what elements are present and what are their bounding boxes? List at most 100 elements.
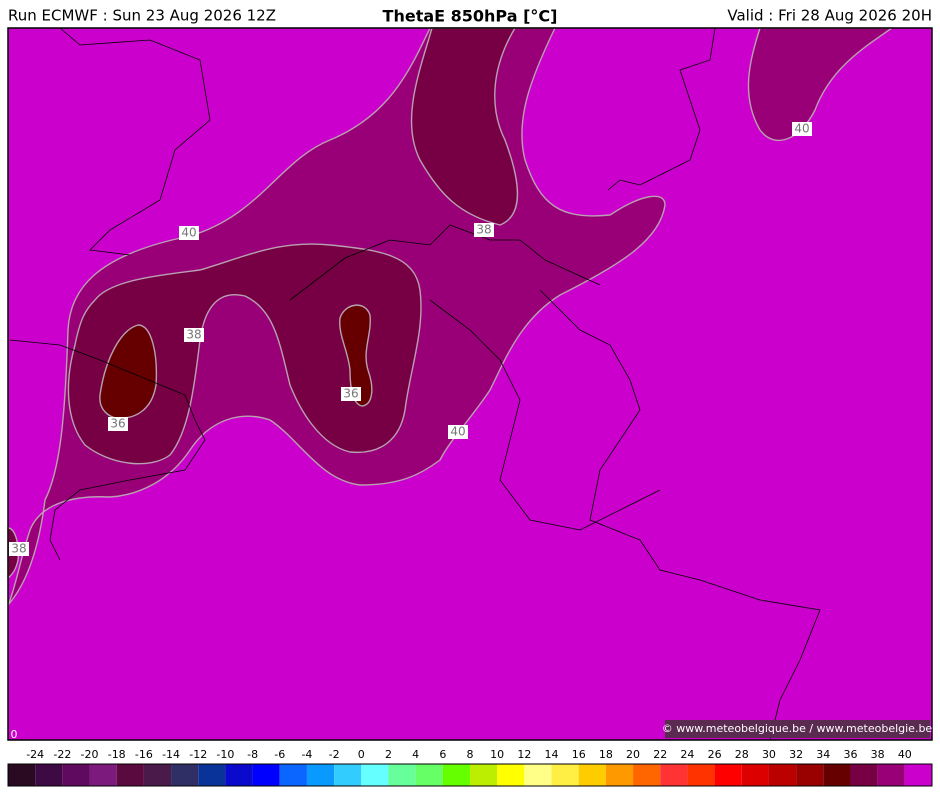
- border-line: [539, 289, 821, 741]
- colorbar-swatch: [8, 764, 36, 786]
- colorbar-swatch: [388, 764, 416, 786]
- colorbar-swatch: [497, 764, 525, 786]
- copyright-box: [665, 720, 930, 738]
- map-frame: [7, 27, 933, 741]
- colorbar-label: 10: [490, 748, 504, 761]
- label-box: [108, 417, 128, 431]
- field-38: [410, 27, 519, 226]
- colorbar-label: 0: [358, 748, 365, 761]
- colorbar-label: 28: [735, 748, 749, 761]
- contour-label: 38: [186, 328, 201, 342]
- colorbar-label: -12: [189, 748, 207, 761]
- colorbar-swatch: [551, 764, 579, 786]
- contour-label: 40: [181, 226, 196, 240]
- colorbar-label: 32: [789, 748, 803, 761]
- colorbar-swatch: [633, 764, 661, 786]
- field-36: [339, 304, 373, 407]
- colorbar-swatch: [334, 764, 362, 786]
- colorbar-swatch: [578, 764, 606, 786]
- colorbar-label: 4: [412, 748, 419, 761]
- contour-label: 40: [794, 122, 809, 136]
- colorbar-label: 30: [762, 748, 776, 761]
- contour-label: 40: [450, 425, 465, 439]
- colorbar-swatch: [171, 764, 199, 786]
- colorbar-label: 2: [385, 748, 392, 761]
- colorbar-label: -22: [53, 748, 71, 761]
- contour-label: 36: [110, 417, 125, 431]
- colorbar-swatch: [62, 764, 90, 786]
- contour-label: 38: [476, 223, 491, 237]
- colorbar-swatch: [252, 764, 280, 786]
- colorbar-label: -14: [162, 748, 180, 761]
- colorbar-swatch: [850, 764, 878, 786]
- map: [7, 27, 933, 741]
- colorbar-label: 12: [517, 748, 531, 761]
- label-box: [341, 387, 361, 401]
- colorbar-label: 40: [898, 748, 912, 761]
- field-38: [67, 243, 422, 465]
- contour-label: 38: [11, 542, 26, 556]
- colorbar-label: 6: [439, 748, 446, 761]
- colorbar-label: 14: [545, 748, 559, 761]
- colorbar-swatch: [714, 764, 742, 786]
- border-line: [429, 299, 661, 531]
- colorbar-swatch: [470, 764, 498, 786]
- label-box: [448, 425, 468, 439]
- colorbar-swatch: [89, 764, 117, 786]
- colorbar-label: -10: [216, 748, 234, 761]
- coastline: [289, 224, 601, 301]
- colorbar-label: -16: [135, 748, 153, 761]
- colorbar-swatch: [877, 764, 905, 786]
- corner-label: 0: [11, 728, 18, 741]
- colorbar-label: -6: [274, 748, 285, 761]
- colorbar-label: -18: [108, 748, 126, 761]
- colorbar-swatch: [361, 764, 389, 786]
- colorbar-label: 16: [572, 748, 586, 761]
- colorbar-swatch: [823, 764, 851, 786]
- run-info: Run ECMWF : Sun 23 Aug 2026 12Z: [8, 7, 276, 25]
- copyright: © www.meteobelgique.be / www.meteobelgie…: [662, 722, 933, 735]
- valid-info: Valid : Fri 28 Aug 2026 20H: [727, 7, 932, 25]
- colorbar-swatch: [904, 764, 932, 786]
- colorbar: -24 -22 -20 -18 -16 -14 -12 -10 -8 -6 -4 -2 0 2 4 6 8 10 1…: [7, 748, 933, 787]
- colorbar-label: 34: [816, 748, 830, 761]
- colorbar-swatch: [796, 764, 824, 786]
- colorbar-swatch: [143, 764, 172, 786]
- colorbar-swatch: [687, 764, 715, 786]
- colorbar-swatch: [741, 764, 769, 786]
- colorbar-label: 18: [599, 748, 613, 761]
- colorbar-label: 22: [653, 748, 667, 761]
- colorbar-label: 36: [843, 748, 857, 761]
- map-title: ThetaE 850hPa [°C]: [383, 7, 558, 26]
- field-40: [747, 27, 895, 141]
- colorbar-label: -2: [329, 748, 340, 761]
- colorbar-swatch: [35, 764, 63, 786]
- colorbar-label: -8: [247, 748, 258, 761]
- colorbar-swatch: [415, 764, 443, 786]
- colorbar-label: 20: [626, 748, 640, 761]
- colorbar-swatch: [279, 764, 307, 786]
- colorbar-swatch: [225, 764, 253, 786]
- colorbar-swatch: [524, 764, 552, 786]
- label-box: [474, 223, 494, 237]
- colorbar-swatch: [660, 764, 688, 786]
- colorbar-label: 26: [708, 748, 722, 761]
- colorbar-swatch: [306, 764, 335, 786]
- colorbar-label: -4: [301, 748, 312, 761]
- contour-labels: 40 38 36 36 40 38 40 38: [9, 122, 812, 556]
- label-box: [184, 328, 204, 342]
- colorbar-frame: [7, 763, 933, 787]
- label-box: [179, 226, 199, 240]
- colorbar-swatch: [442, 764, 470, 786]
- colorbar-label: 24: [680, 748, 694, 761]
- label-box: [792, 122, 812, 136]
- colorbar-swatch: [116, 764, 144, 786]
- coastline: [9, 339, 206, 561]
- contour-label: 36: [343, 387, 358, 401]
- colorbar-label: -20: [81, 748, 99, 761]
- coastline: [59, 27, 211, 256]
- label-box: [9, 542, 29, 556]
- coastline: [607, 27, 716, 191]
- colorbar-label: 8: [467, 748, 474, 761]
